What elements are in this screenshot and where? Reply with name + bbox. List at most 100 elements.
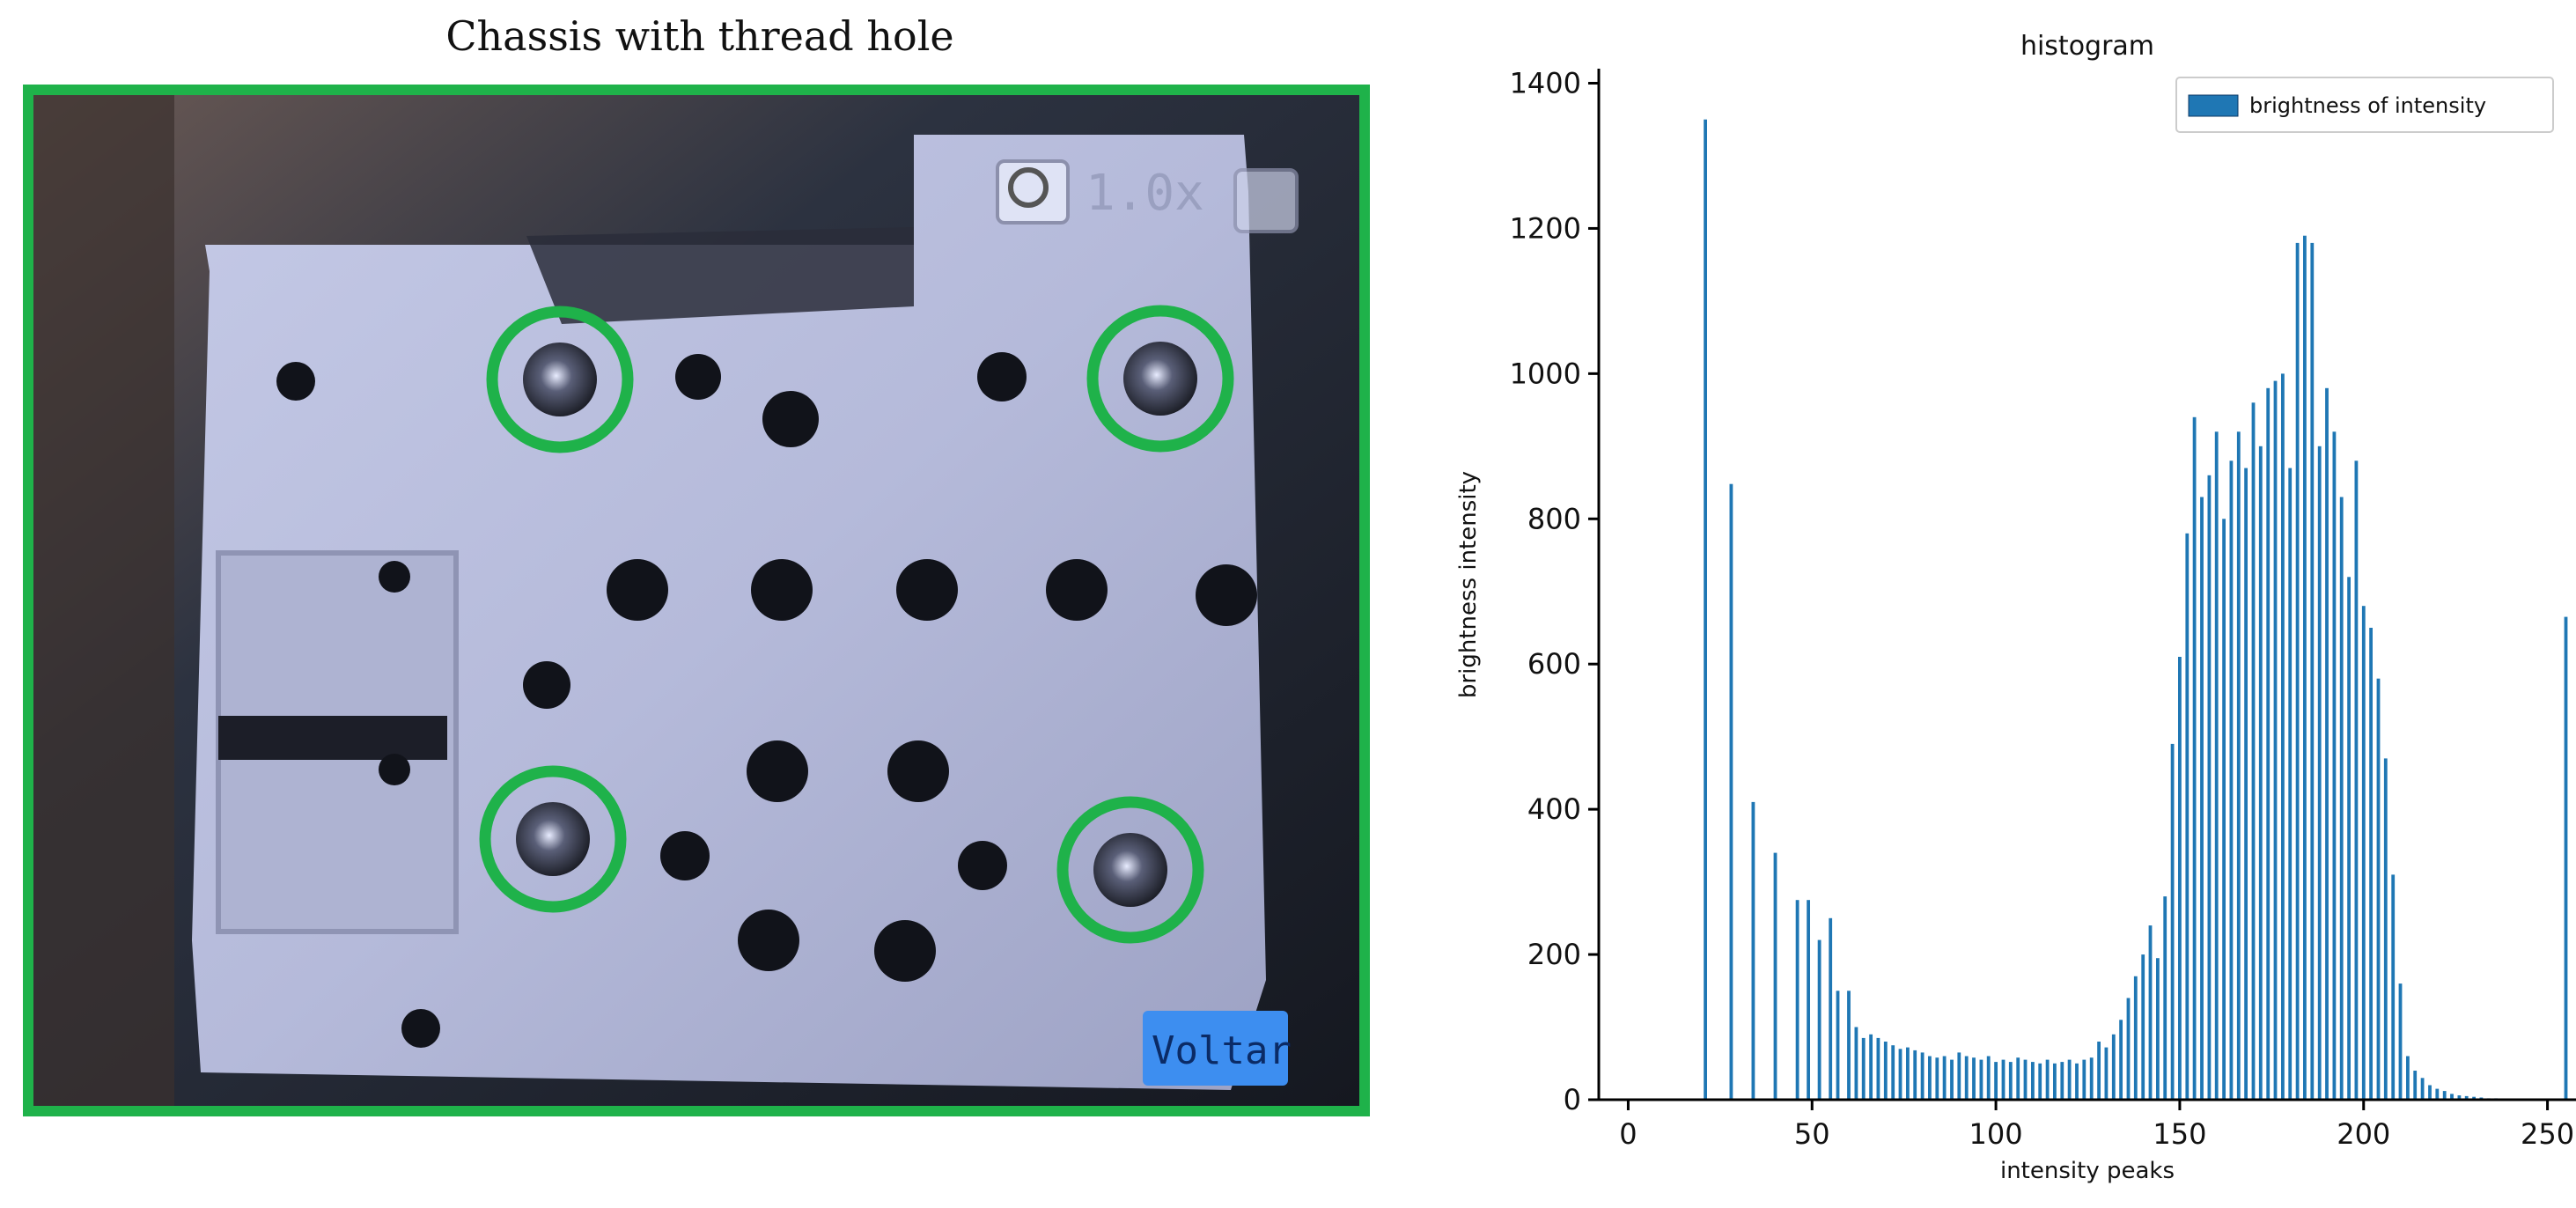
histogram-bar xyxy=(2156,958,2160,1100)
legend-swatch xyxy=(2188,94,2239,117)
histogram-bar xyxy=(2428,1085,2432,1100)
histogram-bar xyxy=(1898,1049,1903,1100)
histogram-bar xyxy=(2244,468,2248,1100)
thread-hole xyxy=(479,765,627,913)
histogram-bar xyxy=(2317,446,2322,1100)
chassis-photo-frame: 1.0x Voltar xyxy=(23,85,1370,1116)
highlight-circle xyxy=(486,306,634,453)
histogram-bar xyxy=(2295,242,2300,1100)
histogram-bar xyxy=(2236,431,2241,1100)
histogram-bar xyxy=(2303,235,2307,1100)
thread-hole xyxy=(1086,305,1234,453)
histogram-bar xyxy=(1906,1047,1910,1100)
histogram-bar xyxy=(1876,1037,1880,1100)
histogram-bar xyxy=(2148,925,2153,1100)
histogram-bar xyxy=(2398,983,2403,1100)
histogram-bar xyxy=(1972,1057,1976,1100)
y-tick-label: 400 xyxy=(1527,792,1581,826)
histogram-bar xyxy=(2104,1047,2109,1100)
histogram-bar xyxy=(1861,1037,1866,1100)
histogram-bar xyxy=(2170,743,2175,1100)
histogram-bar xyxy=(2442,1091,2447,1100)
histogram-bar xyxy=(2273,380,2278,1101)
histogram-bar xyxy=(1795,900,1800,1100)
histogram-bar xyxy=(2031,1062,2035,1100)
y-axis-ticks: 0 200 400 600 800 1000 1200 1400 xyxy=(1510,66,1599,1116)
histogram-bar xyxy=(2053,1063,2057,1100)
histogram-bar xyxy=(2376,678,2381,1100)
x-tick-label: 0 xyxy=(1619,1117,1637,1151)
legend-label: brightness of intensity xyxy=(2249,93,2486,118)
histogram-bar xyxy=(2464,1095,2469,1100)
thread-hole xyxy=(486,306,634,453)
histogram-bar xyxy=(2178,657,2182,1100)
legend: brightness of intensity xyxy=(2175,77,2554,133)
highlight-circle xyxy=(1056,796,1204,944)
histogram-bar xyxy=(1913,1050,1917,1100)
histogram-bar xyxy=(2391,874,2396,1100)
histogram-bar xyxy=(1964,1056,1969,1100)
histogram-bar xyxy=(2192,416,2197,1100)
histogram-bar xyxy=(2354,460,2359,1100)
x-tick-label: 100 xyxy=(1969,1117,2023,1151)
histogram-bar xyxy=(2163,896,2168,1100)
highlight-circle xyxy=(1086,305,1234,453)
histogram-bar xyxy=(2207,475,2212,1100)
histogram-bar xyxy=(2435,1088,2440,1100)
histogram-bar xyxy=(2133,976,2138,1100)
histogram-bar xyxy=(1950,1059,1954,1100)
histogram-bar xyxy=(2450,1094,2454,1100)
histogram-bar xyxy=(2369,628,2373,1100)
histogram-bar xyxy=(2111,1034,2116,1100)
histogram-bar xyxy=(1869,1034,1873,1100)
histogram-bar xyxy=(2288,468,2293,1100)
histogram-bar xyxy=(1891,1045,1895,1100)
y-axis-label: brightness intensity xyxy=(1455,471,1482,698)
histogram-bar xyxy=(2067,1059,2072,1100)
y-tick-label: 1200 xyxy=(1510,211,1581,245)
histogram-bar xyxy=(1883,1042,1888,1100)
x-tick-label: 50 xyxy=(1794,1117,1830,1151)
histogram-bar xyxy=(1854,1027,1858,1100)
zoom-out-button[interactable] xyxy=(1233,168,1299,233)
histogram-bar xyxy=(2008,1062,2013,1100)
photo-title: Chassis with thread hole xyxy=(445,12,954,60)
zoom-level: 1.0x xyxy=(1086,165,1204,222)
histogram-bar xyxy=(2082,1059,2087,1100)
histogram-bar xyxy=(2310,242,2315,1100)
histogram-bar xyxy=(2251,402,2256,1100)
histogram-bar xyxy=(2097,1042,2101,1100)
highlight-circle xyxy=(479,765,627,913)
y-tick-label: 800 xyxy=(1527,502,1581,535)
histogram-bar xyxy=(2406,1056,2410,1100)
back-button-label: Voltar xyxy=(1152,1028,1292,1073)
histogram-bar xyxy=(2089,1057,2094,1100)
histogram-bar xyxy=(1994,1062,1998,1100)
histogram-bar xyxy=(2361,606,2366,1100)
back-button[interactable] xyxy=(1143,1011,1288,1086)
histogram-bar xyxy=(2214,431,2219,1100)
histogram-bar xyxy=(1836,991,1840,1100)
y-tick-label: 0 xyxy=(1564,1083,1581,1116)
histogram-bar xyxy=(2325,387,2329,1100)
histogram-bar xyxy=(1957,1052,1961,1100)
zoom-in-icon xyxy=(1008,167,1049,208)
histogram-chart: histogram 0 200 400 600 800 1000 1200 1400 0 50 1… xyxy=(1455,31,2576,1184)
histogram-bar xyxy=(2457,1095,2462,1100)
histogram-bar xyxy=(2185,533,2190,1100)
x-tick-label: 150 xyxy=(2153,1117,2206,1151)
y-tick-label: 1000 xyxy=(1510,357,1581,390)
histogram-bar xyxy=(2258,446,2263,1100)
histogram-bar xyxy=(2332,431,2337,1100)
x-axis-ticks: 0 50 100 150 200 250 xyxy=(1619,1100,2574,1151)
histogram-bar xyxy=(2016,1057,2020,1100)
histogram-bar xyxy=(1751,801,1755,1100)
chassis-holes xyxy=(276,352,1257,1048)
chart-title: histogram xyxy=(2020,31,2154,62)
histogram-bar xyxy=(1935,1057,1939,1100)
photo-left-shadow xyxy=(33,95,174,1106)
x-tick-label: 250 xyxy=(2521,1117,2574,1151)
chassis-left-slot xyxy=(218,716,447,760)
histogram-bar xyxy=(1979,1059,1984,1100)
legend-box xyxy=(2175,77,2554,133)
